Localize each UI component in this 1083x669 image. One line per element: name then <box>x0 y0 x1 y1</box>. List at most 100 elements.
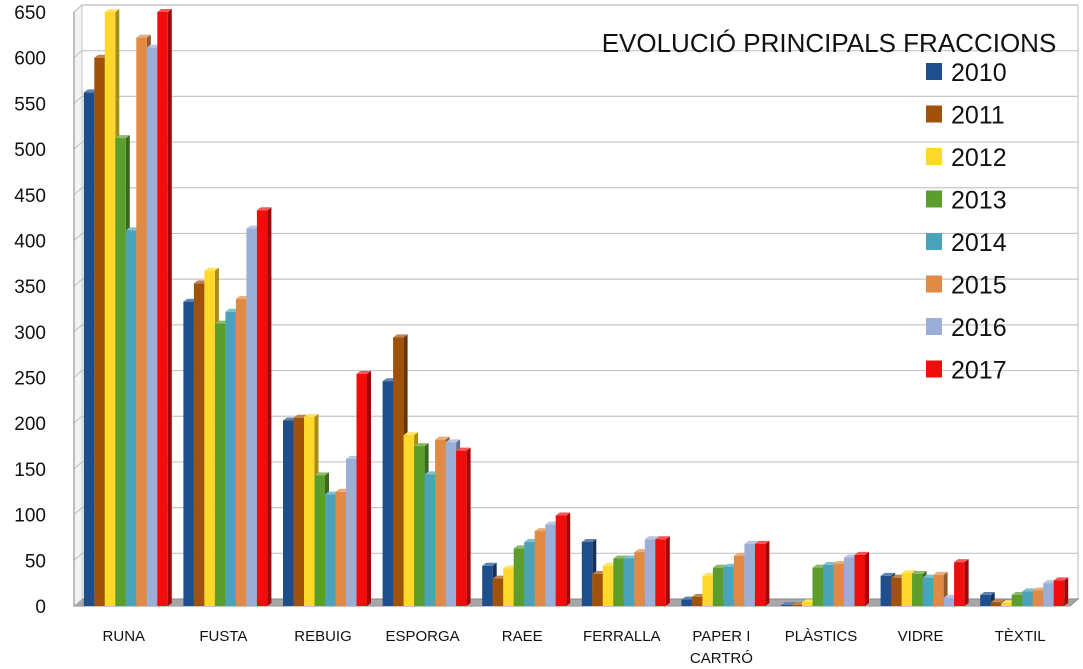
bar <box>623 558 635 606</box>
gridline-diagonal <box>73 50 83 59</box>
bar-top <box>104 9 120 12</box>
bar <box>712 567 724 606</box>
bar <box>146 47 158 606</box>
bar <box>235 298 247 606</box>
gridline-diagonal <box>73 141 83 150</box>
legend-label: 2012 <box>951 144 1007 172</box>
bar <box>1043 583 1054 606</box>
bar-top <box>581 539 597 543</box>
bar <box>246 228 257 606</box>
x-tick-label: ESPORGA <box>386 628 460 645</box>
x-tick-label: FUSTA <box>199 628 247 645</box>
bar <box>880 575 892 606</box>
x-tick-label: RAEE <box>502 628 543 645</box>
legend-label: 2016 <box>951 314 1007 342</box>
bar <box>104 12 116 606</box>
bar <box>854 554 865 606</box>
bar-top <box>744 540 759 544</box>
x-tick-label: PLÀSTICS <box>785 628 858 645</box>
bar-top <box>912 571 927 575</box>
bar <box>754 543 766 606</box>
bar-top <box>414 443 429 447</box>
y-tick-label: 600 <box>14 49 46 70</box>
bar <box>335 491 346 606</box>
bar-top <box>933 571 948 575</box>
x-tick-label: VIDRE <box>898 628 944 645</box>
bar-top <box>204 267 219 271</box>
bar <box>214 323 226 606</box>
legend-label: 2010 <box>951 59 1007 87</box>
bar-side <box>765 540 770 606</box>
bar-top <box>644 536 660 540</box>
bar-top <box>754 540 770 544</box>
bar <box>314 475 325 606</box>
legend-swatch <box>926 360 942 378</box>
bar-top <box>613 555 628 559</box>
legend-swatch <box>926 63 942 80</box>
bar <box>256 210 268 606</box>
bar <box>1032 590 1044 606</box>
bar-top <box>435 436 450 440</box>
bar-top <box>445 439 461 443</box>
bar <box>115 138 126 606</box>
bar-side <box>267 207 272 606</box>
bar-top <box>880 572 896 576</box>
y-tick-label: 300 <box>14 323 46 344</box>
bar <box>823 564 834 606</box>
x-tick-label: TÈXTIL <box>995 628 1046 645</box>
bar-side <box>1064 577 1069 606</box>
y-tick-label: 100 <box>14 506 46 527</box>
x-tick-label: REBUIG <box>294 628 352 645</box>
gridline-diagonal <box>73 4 83 13</box>
legend-label: 2013 <box>951 187 1007 215</box>
bar <box>791 605 802 606</box>
bar <box>581 542 593 606</box>
gridline-diagonal <box>73 324 83 333</box>
x-tick-label: CARTRÓ <box>690 650 753 667</box>
bar <box>833 563 844 606</box>
bar <box>644 539 656 606</box>
bar-side <box>566 512 571 606</box>
bar <box>304 416 315 606</box>
x-tick-label: RUNA <box>103 628 146 645</box>
bar <box>844 557 855 606</box>
bar <box>1022 591 1033 606</box>
bar-top <box>456 447 471 451</box>
bar-top <box>403 432 419 436</box>
bar <box>634 552 645 606</box>
bar-top <box>901 570 917 574</box>
bar-side <box>167 9 172 606</box>
bar <box>482 565 493 606</box>
gridline-diagonal <box>73 278 83 287</box>
bar <box>283 420 294 606</box>
bar <box>346 458 357 606</box>
bar-top <box>356 370 371 374</box>
bar <box>733 555 745 606</box>
bar <box>513 548 525 606</box>
bar <box>592 574 603 606</box>
bar-top <box>1053 577 1069 581</box>
bar <box>744 543 755 606</box>
legend-swatch <box>926 148 942 165</box>
bar <box>414 446 425 606</box>
bar <box>691 596 703 606</box>
bar-side <box>466 447 471 606</box>
bar <box>901 573 913 606</box>
bar <box>922 577 934 606</box>
bar <box>136 37 147 606</box>
bar <box>382 381 394 606</box>
gridline-diagonal <box>73 415 83 424</box>
bar <box>225 311 236 606</box>
bar <box>602 565 614 606</box>
bar <box>204 270 215 606</box>
bar <box>403 435 415 606</box>
chart-title: EVOLUCIÓ PRINCIPALS FRACCIONS <box>602 28 1057 58</box>
bar <box>94 57 105 606</box>
bar <box>1011 595 1023 606</box>
bar-top <box>256 207 272 211</box>
legend-label: 2014 <box>951 229 1007 257</box>
bar <box>555 515 567 606</box>
bar <box>545 524 556 606</box>
